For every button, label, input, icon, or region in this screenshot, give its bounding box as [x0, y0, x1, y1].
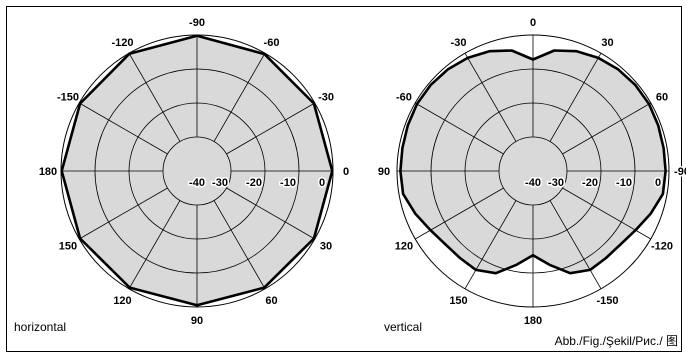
chart-caption-vertical: vertical [384, 320, 423, 334]
vertical-angle-label: -60 [396, 92, 412, 104]
horizontal-grid-spoke [226, 187, 315, 240]
horizontal-radial-tick-label: -10 [280, 177, 296, 189]
vertical-grid-spoke [464, 200, 517, 289]
vertical-angle-label: 180 [524, 315, 542, 327]
vertical-grid-spoke [549, 53, 602, 142]
vertical-angle-label: 150 [449, 295, 467, 307]
horizontal-grid-spoke [226, 102, 315, 155]
vertical-angle-label: 0 [530, 17, 536, 29]
horizontal-grid-spoke [213, 200, 266, 289]
horizontal-radial-tick-label: -40 [189, 177, 205, 189]
horizontal-angle-label: -150 [57, 92, 79, 104]
vertical-radial-tick-label: -20 [582, 177, 598, 189]
horizontal-angle-label: 150 [59, 241, 77, 253]
horizontal-grid-spoke [79, 187, 168, 240]
vertical-angle-label: 60 [656, 92, 668, 104]
horizontal-grid-spoke [128, 53, 181, 142]
horizontal-grid-spoke [79, 102, 168, 155]
horizontal-angle-label: -60 [264, 37, 280, 49]
vertical-radial-tick-label: -40 [525, 177, 541, 189]
vertical-grid-spoke [562, 187, 651, 240]
horizontal-angle-label: -90 [189, 17, 205, 29]
vertical-grid-spoke [415, 187, 504, 240]
horizontal-radial-tick-label: -30 [212, 177, 228, 189]
chart-caption-horizontal: horizontal [14, 320, 67, 334]
vertical-radial-tick-label: -10 [616, 177, 632, 189]
vertical-angle-label: 120 [395, 241, 413, 253]
horizontal-radial-tick-label: -20 [246, 177, 262, 189]
horizontal-angle-label: -120 [111, 37, 133, 49]
horizontal-grid-spoke [213, 53, 266, 142]
horizontal-angle-label: 120 [113, 295, 131, 307]
horizontal-angle-label: 60 [265, 295, 277, 307]
vertical-grid-spoke [415, 102, 504, 155]
horizontal-angle-label: 0 [343, 166, 349, 178]
vertical-angle-label: 30 [601, 37, 613, 49]
vertical-grid-spoke [464, 53, 517, 142]
vertical-angle-label: -90 [674, 166, 686, 178]
vertical-grid-spoke [562, 102, 651, 155]
horizontal-grid-spoke [128, 200, 181, 289]
vertical-angle-label: -30 [451, 37, 467, 49]
vertical-grid-spoke [549, 200, 602, 289]
vertical-angle-label: -150 [596, 295, 618, 307]
horizontal-angle-label: 30 [320, 241, 332, 253]
horizontal-angle-label: 90 [191, 315, 203, 327]
figure-frame [6, 6, 682, 352]
vertical-angle-label: 90 [378, 166, 390, 178]
vertical-radial-tick-label: 0 [655, 177, 661, 189]
vertical-angle-label: -120 [651, 241, 673, 253]
horizontal-radial-tick-label: 0 [319, 177, 325, 189]
vertical-radial-tick-label: -30 [548, 177, 564, 189]
figure-caption: Abb./Fig./Şekil/Рис./ 图 [554, 334, 678, 348]
horizontal-angle-label: -30 [318, 92, 334, 104]
horizontal-angle-label: 180 [39, 166, 57, 178]
